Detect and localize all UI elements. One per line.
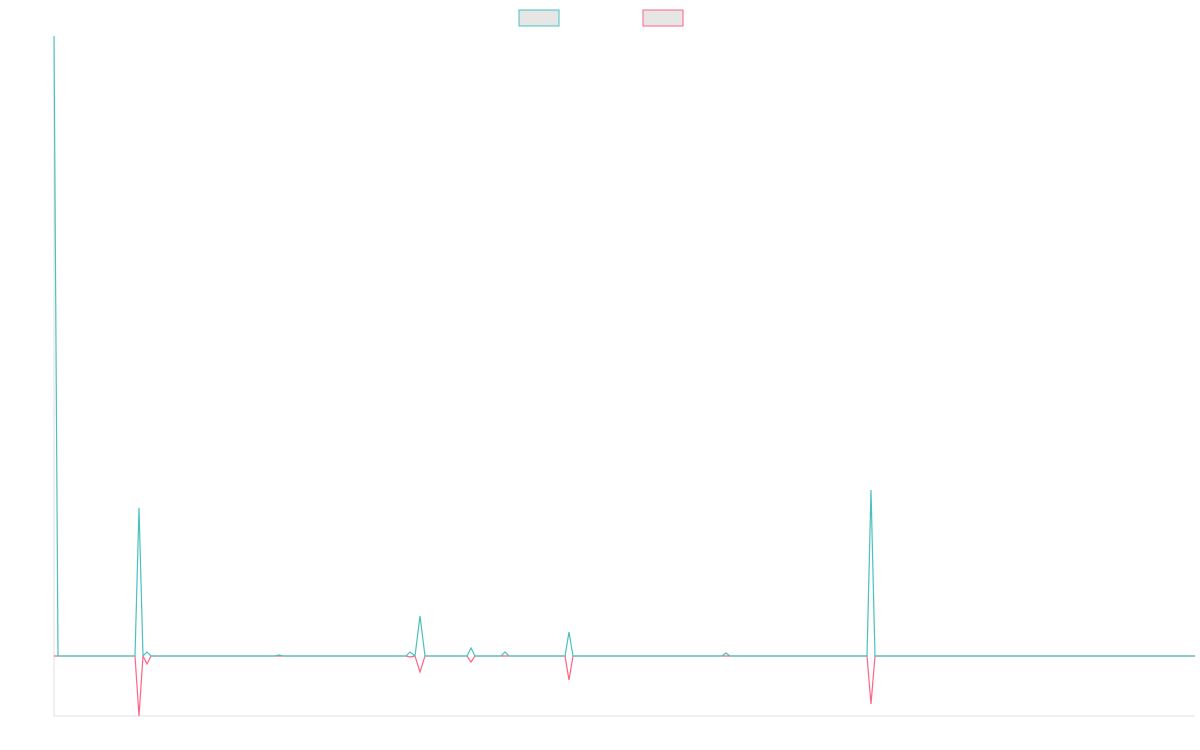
series-line [54,653,1195,717]
legend-swatch[interactable] [642,9,684,27]
series-line [53,35,1195,658]
legend-swatch[interactable] [518,9,560,27]
